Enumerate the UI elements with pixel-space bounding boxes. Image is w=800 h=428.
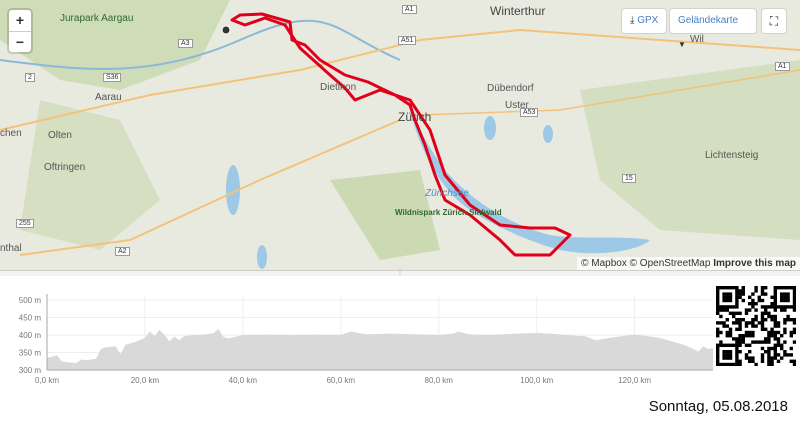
place-label: Zürich bbox=[398, 110, 432, 124]
map-layer-select[interactable]: Geländekarte ▼ bbox=[670, 9, 756, 49]
caret-down-icon: ▼ bbox=[678, 40, 686, 49]
x-tick-label: 20,0 km bbox=[131, 376, 160, 385]
map-background bbox=[0, 0, 800, 269]
place-label: chen bbox=[0, 128, 22, 139]
mapbox-link[interactable]: © Mapbox bbox=[581, 258, 627, 269]
start-finish-marker bbox=[221, 25, 231, 35]
road-label: S36 bbox=[103, 73, 122, 82]
elevation-area bbox=[47, 328, 713, 370]
place-label: Olten bbox=[48, 130, 72, 141]
y-tick-label: 350 m bbox=[19, 349, 42, 358]
x-tick-label: 100,0 km bbox=[520, 376, 553, 385]
x-tick-label: 80,0 km bbox=[425, 376, 454, 385]
place-label: Aarau bbox=[95, 92, 122, 103]
road-label: A51 bbox=[398, 36, 417, 45]
road-label: 255 bbox=[16, 219, 34, 228]
place-label: Dübendorf bbox=[487, 83, 534, 94]
x-tick-label: 0,0 km bbox=[35, 376, 59, 385]
road-label: A3 bbox=[178, 39, 193, 48]
road-label: A2 bbox=[115, 247, 130, 256]
x-tick-label: 40,0 km bbox=[229, 376, 258, 385]
gpx-download-button[interactable]: ⤓ GPX bbox=[622, 9, 667, 33]
road-label: A1 bbox=[402, 5, 417, 14]
improve-map-link[interactable]: Improve this map bbox=[713, 258, 796, 269]
y-tick-label: 450 m bbox=[19, 314, 42, 323]
place-label: Dietikon bbox=[320, 82, 357, 93]
park-label: Wildnispark Zürich Sihlwald bbox=[395, 208, 502, 217]
y-tick-label: 500 m bbox=[19, 296, 42, 305]
route-line bbox=[230, 12, 572, 257]
zoom-out-button[interactable]: − bbox=[9, 31, 31, 52]
place-label: Oftringen bbox=[44, 162, 86, 173]
place-label: Winterthur bbox=[490, 4, 546, 18]
y-tick-label: 400 m bbox=[19, 331, 42, 340]
place-label: Lichtensteig bbox=[705, 150, 759, 161]
y-tick-label: 300 m bbox=[19, 366, 42, 375]
layer-label: Geländekarte bbox=[678, 15, 739, 26]
qr-code bbox=[716, 286, 796, 366]
zoom-control: + − bbox=[9, 10, 31, 52]
x-tick-label: 60,0 km bbox=[327, 376, 356, 385]
zoom-in-button[interactable]: + bbox=[15, 12, 25, 28]
place-label: nthal bbox=[0, 243, 22, 254]
lake-label: Zürichsee bbox=[425, 188, 469, 199]
ride-date: Sonntag, 05.08.2018 bbox=[648, 398, 788, 415]
download-icon: ⤓ bbox=[630, 15, 635, 26]
fullscreen-icon: ⛶ bbox=[769, 14, 779, 28]
place-label: Jurapark Aargau bbox=[60, 13, 134, 24]
road-label: A53 bbox=[520, 108, 539, 117]
map-attribution: © Mapbox © OpenStreetMap Improve this ma… bbox=[577, 257, 800, 270]
road-label: 2 bbox=[25, 73, 35, 82]
road-label: A1 bbox=[775, 62, 790, 71]
gpx-label: GPX bbox=[637, 15, 659, 26]
place-label: Uster bbox=[505, 100, 529, 111]
x-tick-label: 120,0 km bbox=[618, 376, 651, 385]
route-map[interactable]: Winterthur Jurapark Aargau Aarau Olten O… bbox=[0, 0, 800, 270]
elevation-chart: 300 m 350 m 400 m 450 m 500 m 0,0 km 20,0 km 40… bbox=[19, 294, 713, 385]
road-label: 15 bbox=[622, 174, 636, 183]
fullscreen-button[interactable]: ⛶ bbox=[762, 9, 786, 33]
resize-handle[interactable]: ⋮ bbox=[0, 270, 800, 276]
osm-link[interactable]: © OpenStreetMap bbox=[629, 258, 711, 269]
place-label: Wil bbox=[690, 34, 704, 45]
